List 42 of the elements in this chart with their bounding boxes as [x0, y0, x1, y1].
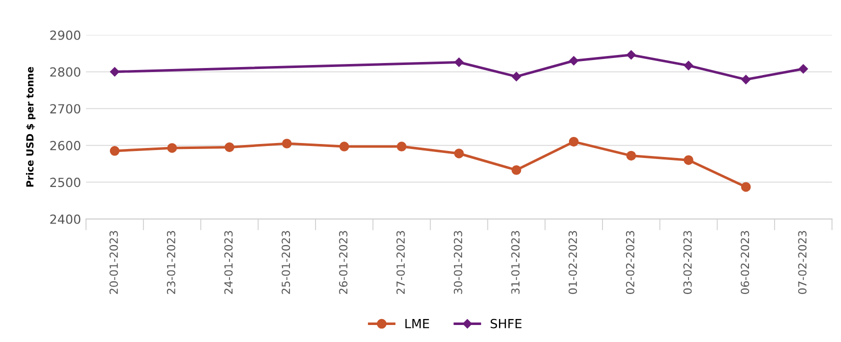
point	[167, 143, 177, 153]
point	[741, 74, 751, 84]
point	[454, 58, 464, 67]
legend-label: SHFE	[490, 318, 522, 328]
y-tick-label: 2900	[50, 30, 80, 40]
point	[741, 182, 751, 192]
y-tick-label: 2400	[50, 214, 80, 224]
y-tick-label: 2800	[50, 67, 80, 77]
point	[454, 148, 464, 158]
point	[512, 165, 522, 175]
point	[626, 150, 636, 161]
x-tick-label: 02-02-2023	[626, 231, 634, 294]
y-tick-label: 2500	[50, 178, 80, 188]
point	[626, 50, 636, 60]
point	[798, 64, 808, 74]
x-tick-label: 27-01-2023	[396, 231, 405, 294]
point	[569, 56, 578, 66]
point	[684, 60, 694, 70]
x-tick-label: 06-02-2023	[740, 231, 750, 294]
y-axis-title: Price USD $ per tonne	[26, 66, 36, 187]
point	[684, 155, 694, 165]
point	[110, 67, 120, 76]
x-tick-label: 07-02-2023	[798, 231, 807, 294]
x-tick-label: 26-01-2023	[339, 231, 348, 294]
point	[282, 138, 292, 148]
point	[224, 142, 234, 152]
point	[396, 142, 406, 152]
y-tick-label: 2700	[50, 104, 80, 114]
x-tick-label: 25-01-2023	[282, 231, 290, 294]
point	[110, 146, 120, 156]
x-tick-label: 20-01-2023	[110, 231, 118, 294]
y-tick-label: 2600	[50, 140, 80, 150]
x-tick-label: 23-01-2023	[166, 231, 176, 294]
x-tick-label: 31-01-2023	[511, 231, 520, 294]
point	[568, 136, 579, 147]
x-tick-label: 24-01-2023	[224, 231, 233, 294]
x-tick-label: 01-02-2023	[568, 231, 577, 294]
legend-label: LME	[405, 319, 430, 328]
point	[339, 142, 350, 152]
point	[512, 72, 522, 82]
x-tick-label: 30-01-2023	[454, 231, 462, 294]
x-tick-label: 03-02-2023	[683, 231, 692, 294]
